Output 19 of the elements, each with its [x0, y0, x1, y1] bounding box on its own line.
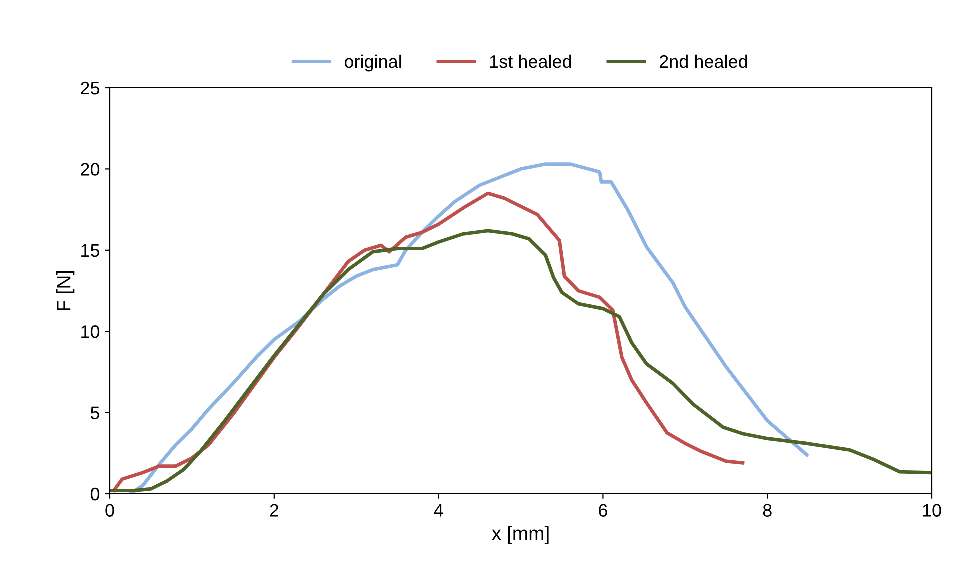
y-tick-label: 25 — [81, 82, 100, 95]
y-tick-label: 20 — [81, 163, 100, 176]
x-axis-title: x [mm] — [492, 526, 549, 544]
line-series — [128, 162, 809, 494]
y-tick-label: 15 — [82, 244, 100, 258]
legend-label: original — [344, 54, 402, 72]
x-tick-label: 8 — [763, 504, 772, 517]
legend-label: 2nd healed — [660, 54, 748, 68]
x-tick-label: 6 — [599, 504, 608, 517]
x-tick-label: 4 — [434, 504, 444, 517]
x-tick-label: 0 — [106, 504, 114, 517]
x-tick-label: 10 — [923, 504, 942, 517]
y-tick-label: 5 — [90, 406, 100, 420]
x-tick-label: 2 — [270, 504, 279, 517]
y-tick-label: 0 — [90, 488, 100, 501]
legend-label: 1st healed — [490, 54, 572, 68]
line-series — [110, 229, 932, 492]
y-axis-title: F [N] — [56, 271, 75, 310]
y-tick-label: 10 — [82, 326, 100, 338]
